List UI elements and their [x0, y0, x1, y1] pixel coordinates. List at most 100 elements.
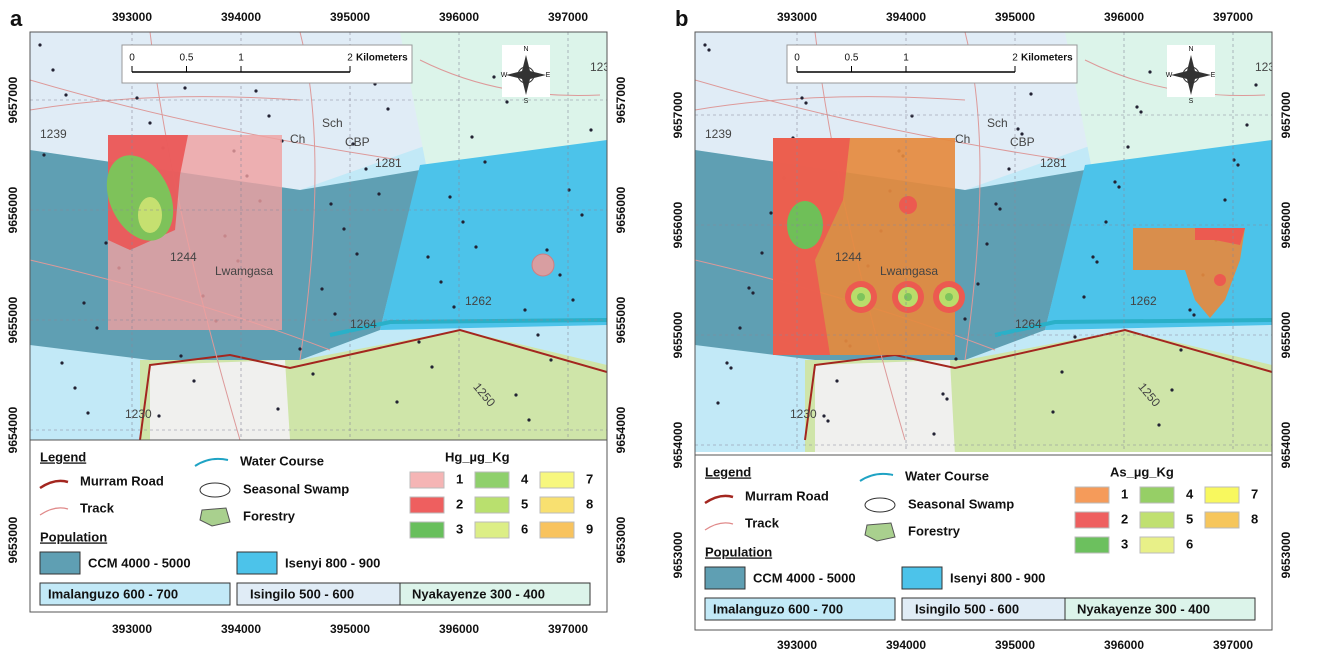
- x-tick-label: 395000: [995, 10, 1035, 24]
- settlement: [738, 326, 741, 329]
- x-tick-label: 394000: [221, 10, 261, 24]
- settlement: [549, 358, 552, 361]
- legend-swatch: [40, 552, 80, 574]
- legend-swatch: [410, 522, 444, 538]
- contamination-zone: [1214, 274, 1226, 286]
- settlement: [1051, 410, 1054, 413]
- settlement: [448, 195, 451, 198]
- settlement: [580, 213, 583, 216]
- settlement: [1179, 348, 1182, 351]
- figure: 123912811244Lwamgasa12641262123012311250…: [0, 0, 1317, 655]
- settlement: [439, 280, 442, 283]
- contamination-zone: [904, 293, 912, 301]
- map-label: 1264: [350, 317, 377, 331]
- settlement: [104, 241, 107, 244]
- settlement: [945, 397, 948, 400]
- compass-letter: S: [524, 98, 529, 105]
- settlement: [60, 361, 63, 364]
- x-tick-label: 396000: [439, 10, 479, 24]
- settlement: [51, 68, 54, 71]
- legend-swatch: [1205, 512, 1239, 528]
- legend-text: 1: [456, 471, 463, 486]
- settlement: [514, 393, 517, 396]
- legend-text: Isenyi 800 - 900: [950, 570, 1045, 585]
- legend-swatch: [540, 522, 574, 538]
- x-tick-label: 397000: [548, 622, 588, 636]
- settlement: [826, 419, 829, 422]
- contamination-zone: [857, 293, 865, 301]
- map-label: Ch: [955, 132, 970, 146]
- legend-text: Seasonal Swamp: [908, 496, 1014, 511]
- map-panel: 123912811244Lwamgasa12641262123012311250…: [6, 6, 628, 636]
- settlement: [377, 192, 380, 195]
- legend-text: Forestry: [908, 523, 961, 538]
- legend-text: 7: [1251, 486, 1258, 501]
- legend-swatch: [1205, 487, 1239, 503]
- legend-text: 5: [521, 496, 528, 511]
- y-tick-label: 9654000: [671, 421, 685, 468]
- settlement: [474, 245, 477, 248]
- settlement: [703, 43, 706, 46]
- settlement: [1060, 370, 1063, 373]
- legend-text: Isingilo 500 - 600: [250, 586, 354, 601]
- x-tick-label: 396000: [1104, 638, 1144, 652]
- y-tick-label: 9655000: [6, 296, 20, 343]
- settlement: [985, 242, 988, 245]
- y-tick-label: 9656000: [671, 201, 685, 248]
- y-tick-label: 9656000: [1279, 201, 1293, 248]
- legend-text: Seasonal Swamp: [243, 481, 349, 496]
- settlement: [1188, 308, 1191, 311]
- contamination-zone: [532, 254, 554, 276]
- settlement: [1223, 198, 1226, 201]
- legend-text: 8: [586, 496, 593, 511]
- legend-swatch: [475, 472, 509, 488]
- legend-text: CCM 4000 - 5000: [88, 555, 191, 570]
- settlement: [1104, 220, 1107, 223]
- settlement: [135, 96, 138, 99]
- settlement: [835, 379, 838, 382]
- settlement: [73, 386, 76, 389]
- legend-title: Hg_µg_Kg: [445, 449, 510, 464]
- legend-text: Track: [80, 500, 115, 515]
- map-label: Ch: [290, 132, 305, 146]
- settlement: [148, 121, 151, 124]
- settlement: [523, 308, 526, 311]
- legend-text: Isenyi 800 - 900: [285, 555, 380, 570]
- settlement: [1245, 123, 1248, 126]
- scale-bar-box: [787, 45, 1077, 83]
- x-tick-label: 393000: [777, 10, 817, 24]
- x-tick-label: 394000: [886, 10, 926, 24]
- map-label: 1239: [40, 127, 67, 141]
- legend-swatch: [410, 497, 444, 513]
- settlement: [571, 298, 574, 301]
- map-label: 1239: [705, 127, 732, 141]
- legend-text: 5: [1186, 511, 1193, 526]
- y-tick-label: 9656000: [6, 186, 20, 233]
- legend-text: 6: [1186, 536, 1193, 551]
- panel-label: a: [10, 6, 23, 31]
- settlement: [1091, 255, 1094, 258]
- contamination-zone: [945, 293, 953, 301]
- x-tick-label: 397000: [1213, 10, 1253, 24]
- scale-unit: Kilometers: [356, 53, 408, 64]
- settlement: [342, 227, 345, 230]
- settlement: [1016, 127, 1019, 130]
- settlement: [1254, 83, 1257, 86]
- map-label: 1231: [590, 60, 617, 74]
- legend-text: 8: [1251, 511, 1258, 526]
- settlement: [751, 291, 754, 294]
- settlement: [183, 86, 186, 89]
- map-label: Sch: [322, 116, 343, 130]
- x-tick-label: 396000: [439, 622, 479, 636]
- legend-swatch: [540, 472, 574, 488]
- settlement: [417, 340, 420, 343]
- legend-text: 2: [1121, 511, 1128, 526]
- swamp-symbol: [200, 483, 230, 497]
- settlement: [800, 96, 803, 99]
- map-label: Lwamgasa: [880, 264, 938, 278]
- settlement: [64, 93, 67, 96]
- legend-swatch: [475, 522, 509, 538]
- settlement: [426, 255, 429, 258]
- map-label: CBP: [1010, 135, 1035, 149]
- y-tick-label: 9653000: [6, 516, 20, 563]
